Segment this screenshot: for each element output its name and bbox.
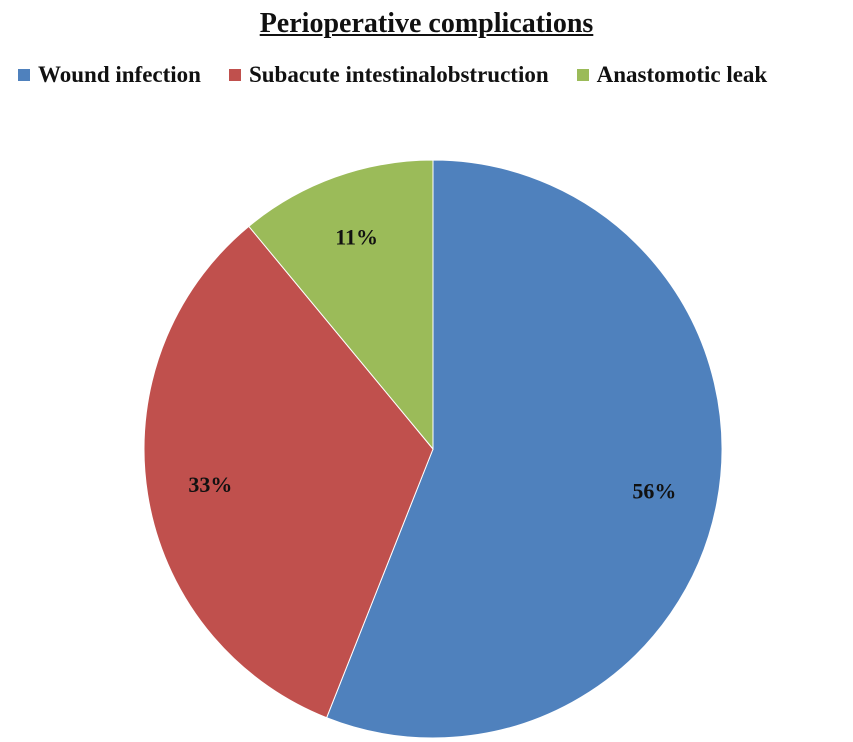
legend-swatch-wound-infection	[18, 69, 30, 81]
pie-slices	[143, 159, 723, 739]
legend-label-subacute-intestinal-obstruction: Subacute intestinalobstruction	[248, 62, 549, 87]
pie-labels: 56% 33% 11%	[188, 224, 676, 503]
legend-item-anastomotic-leak: Anastomotic leak	[576, 62, 768, 88]
pie-slice-wound-infection	[325, 159, 723, 739]
legend-swatch-subacute-intestinal-obstruction	[228, 69, 241, 81]
legend-label-wound-infection: Wound infection	[38, 62, 201, 87]
pie-label-subacute-intestinalobstruction: 33%	[188, 472, 232, 497]
legend-label-anastomotic-leak: Anastomotic leak	[596, 62, 768, 87]
pie-label-wound-infection: 56%	[632, 479, 676, 504]
pie-label-anastomotic-leak: 11%	[335, 224, 378, 249]
pie-slice-anastomotic-leak	[248, 159, 434, 451]
legend-item-subacute-intestinal-obstruction: Subacute intestinalobstruction	[228, 62, 549, 88]
legend-item-wound-infection: Wound infection	[18, 62, 201, 88]
pie-slice-subacute-intestinalobstruction	[143, 225, 434, 719]
legend-swatch-anastomotic-leak	[576, 69, 589, 81]
chart-title: Perioperative complications	[259, 8, 594, 39]
legend: Wound infection Subacute intestinalobstr…	[18, 58, 767, 92]
